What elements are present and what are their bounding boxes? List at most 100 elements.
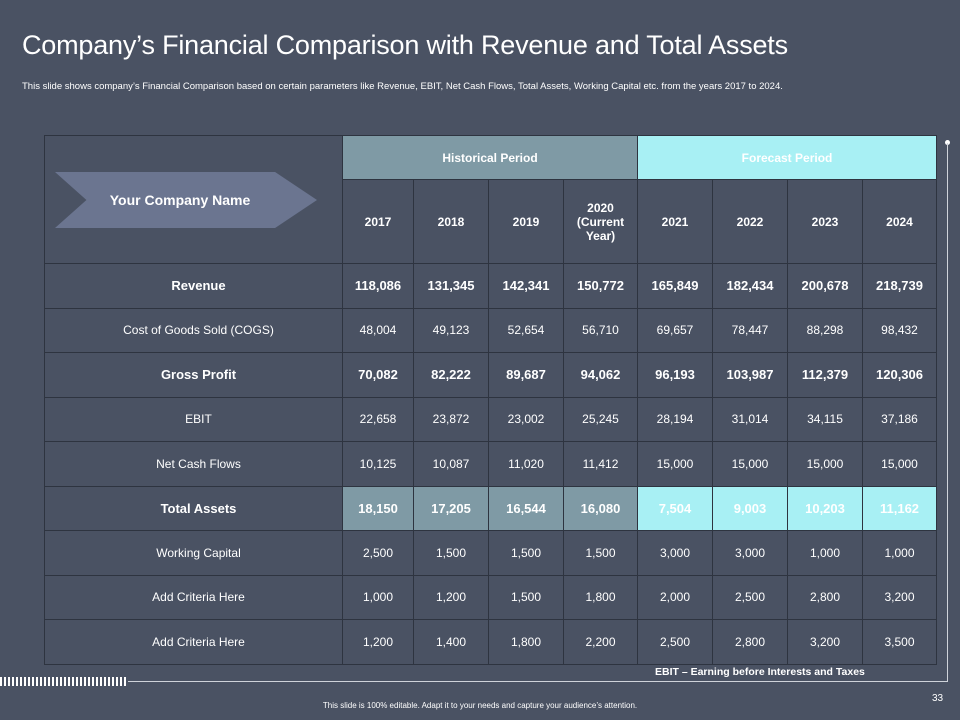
table-cell: 94,062 [563, 352, 638, 398]
table-cell: 3,200 [861, 574, 938, 620]
table-cell: 15,000 [787, 441, 863, 487]
slide-subtitle: This slide shows company’s Financial Com… [22, 81, 783, 92]
row-label: Total Assets [44, 485, 343, 531]
table-cell: 3,200 [787, 619, 863, 665]
year-header: 2018 [413, 179, 489, 264]
table-cell: 28,194 [637, 396, 713, 442]
table-cell: 31,014 [712, 396, 788, 442]
row-label: Cost of Goods Sold (COGS) [44, 307, 343, 353]
table-cell: 218,739 [861, 263, 938, 309]
table-cell: 25,245 [563, 396, 638, 442]
table-cell: 1,800 [563, 574, 638, 620]
forecast-period-header: Forecast Period [636, 135, 938, 180]
table-cell: 22,658 [342, 396, 414, 442]
table-cell: 182,434 [712, 263, 788, 309]
table-cell: 98,432 [861, 307, 938, 353]
company-name-arrow: Your Company Name [55, 172, 317, 228]
table-cell: 69,657 [637, 307, 713, 353]
slide-title: Company’s Financial Comparison with Reve… [22, 30, 788, 60]
row-label: Net Cash Flows [44, 441, 343, 487]
table-cell: 48,004 [342, 307, 414, 353]
table-row-working-capital: Working Capital 2,500 1,500 1,500 1,500 … [44, 530, 938, 576]
table-cell: 11,020 [488, 441, 564, 487]
table-cell: 16,080 [563, 485, 638, 531]
table-cell: 37,186 [861, 396, 938, 442]
table-cell: 1,500 [413, 530, 489, 576]
row-label: Add Criteria Here [44, 574, 343, 620]
decor-bottom-line [128, 681, 948, 682]
table-cell: 2,500 [342, 530, 414, 576]
table-cell: 11,162 [861, 485, 938, 531]
table-cell: 1,000 [787, 530, 863, 576]
table-cell: 10,203 [787, 485, 863, 531]
row-label: Working Capital [44, 530, 343, 576]
table-cell: 11,412 [563, 441, 638, 487]
table-cell: 15,000 [712, 441, 788, 487]
table-cell: 56,710 [563, 307, 638, 353]
table-row-criteria-2: Add Criteria Here 1,200 1,400 1,800 2,20… [44, 619, 938, 665]
table-cell: 10,125 [342, 441, 414, 487]
year-header: 2019 [488, 179, 564, 264]
table-cell: 2,500 [637, 619, 713, 665]
table-cell: 142,341 [488, 263, 564, 309]
table-cell: 3,000 [637, 530, 713, 576]
table-cell: 1,500 [488, 574, 564, 620]
table-row-cogs: Cost of Goods Sold (COGS) 48,004 49,123 … [44, 307, 938, 353]
table-row-revenue: Revenue 118,086 131,345 142,341 150,772 … [44, 263, 938, 309]
table-cell: 49,123 [413, 307, 489, 353]
table-cell: 200,678 [787, 263, 863, 309]
financial-comparison-table: Your Company Name Historical Period Fore… [44, 135, 938, 665]
table-cell: 16,544 [488, 485, 564, 531]
decor-right-line [947, 143, 948, 681]
decor-dot [945, 140, 950, 145]
table-cell: 1,200 [342, 619, 414, 665]
table-cell: 17,205 [413, 485, 489, 531]
table-cell: 1,400 [413, 619, 489, 665]
table-cell: 9,003 [712, 485, 788, 531]
table-cell: 15,000 [861, 441, 938, 487]
table-cell: 96,193 [637, 352, 713, 398]
year-header: 2017 [342, 179, 414, 264]
table-cell: 1,000 [342, 574, 414, 620]
table-cell: 10,087 [413, 441, 489, 487]
table-cell: 2,200 [563, 619, 638, 665]
year-header: 2024 [861, 179, 938, 264]
table-cell: 1,000 [861, 530, 938, 576]
ebit-note: EBIT – Earning before Interests and Taxe… [655, 666, 865, 678]
table-row-net-cash-flows: Net Cash Flows 10,125 10,087 11,020 11,4… [44, 441, 938, 487]
table-cell: 15,000 [637, 441, 713, 487]
row-label: Add Criteria Here [44, 619, 343, 665]
table-cell: 89,687 [488, 352, 564, 398]
table-cell: 23,872 [413, 396, 489, 442]
decor-stripes [0, 677, 128, 686]
table-cell: 1,500 [488, 530, 564, 576]
table-cell: 23,002 [488, 396, 564, 442]
table-cell: 3,000 [712, 530, 788, 576]
table-cell: 131,345 [413, 263, 489, 309]
table-cell: 82,222 [413, 352, 489, 398]
table-cell: 150,772 [563, 263, 638, 309]
table-cell: 2,500 [712, 574, 788, 620]
table-row-criteria-1: Add Criteria Here 1,000 1,200 1,500 1,80… [44, 574, 938, 620]
table-cell: 165,849 [637, 263, 713, 309]
table-cell: 18,150 [342, 485, 414, 531]
table-cell: 2,800 [787, 574, 863, 620]
historical-period-header: Historical Period [342, 135, 638, 180]
table-cell: 34,115 [787, 396, 863, 442]
table-cell: 7,504 [637, 485, 713, 531]
company-name-label: Your Company Name [109, 192, 251, 208]
table-row-gross-profit: Gross Profit 70,082 82,222 89,687 94,062… [44, 352, 938, 398]
table-cell: 88,298 [787, 307, 863, 353]
year-header: 2023 [787, 179, 863, 264]
row-label: EBIT [44, 396, 343, 442]
table-cell: 3,500 [861, 619, 938, 665]
table-cell: 103,987 [712, 352, 788, 398]
table-cell: 1,500 [563, 530, 638, 576]
year-header: 2022 [712, 179, 788, 264]
table-cell: 118,086 [342, 263, 414, 309]
page-number: 33 [932, 693, 944, 704]
year-header: 2020 (Current Year) [563, 179, 638, 264]
table-cell: 78,447 [712, 307, 788, 353]
table-cell: 52,654 [488, 307, 564, 353]
table-cell: 112,379 [787, 352, 863, 398]
